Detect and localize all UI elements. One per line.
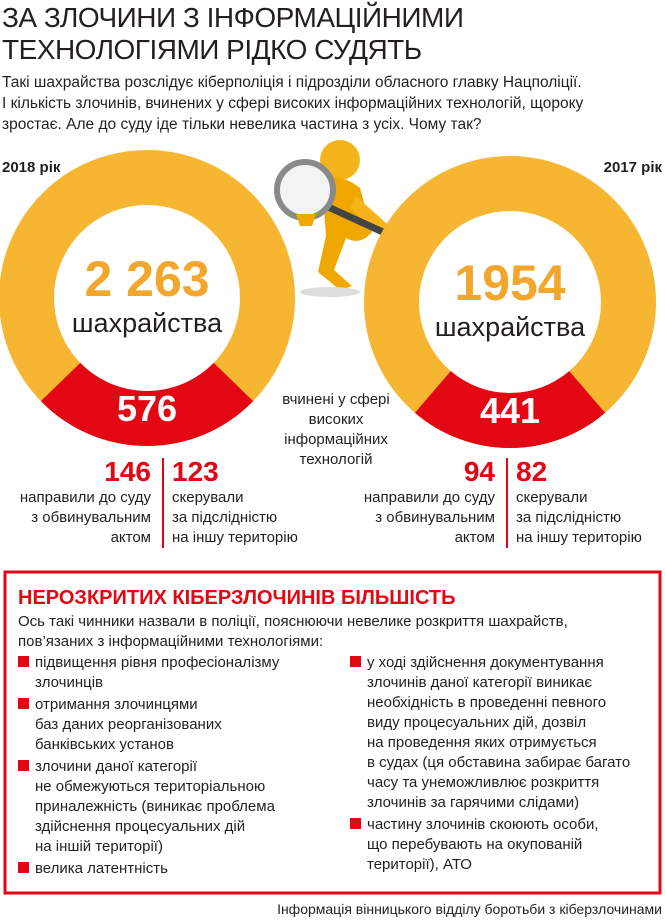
bullet bbox=[350, 818, 361, 829]
high-tech-segment bbox=[40, 362, 254, 447]
bullet bbox=[18, 656, 29, 667]
total-count: 2 263 bbox=[84, 251, 210, 307]
box-frame bbox=[3, 570, 662, 895]
box-title: НЕРОЗКРИТИХ КІБЕРЗЛОЧИНІВ БІЛЬШІСТЬ bbox=[18, 587, 456, 609]
bullet-text: злочинів даної категорії виникає bbox=[367, 674, 592, 691]
transfer-caption: на іншу територію bbox=[172, 529, 298, 546]
bullet-text: не обмежуються територіальною bbox=[35, 778, 266, 795]
bullet bbox=[18, 760, 29, 771]
high-tech-count: 441 bbox=[479, 390, 541, 431]
total-caption: шахрайства bbox=[71, 308, 223, 338]
court-count: 146 bbox=[104, 456, 151, 487]
bullet-text: на проведення яких отримується bbox=[367, 734, 597, 751]
court-caption: з обвинувальним bbox=[375, 509, 495, 526]
title: ТЕХНОЛОГІЯМИ РІДКО СУДЯТЬ bbox=[2, 34, 422, 65]
bullet-text: в судах (ця обставина забирає багато bbox=[367, 754, 631, 771]
total-count: 1954 bbox=[454, 255, 566, 311]
court-caption: направили до суду bbox=[19, 489, 151, 506]
court-caption: направили до суду bbox=[363, 489, 495, 506]
bullet-text: частину злочинів скоюють особи, bbox=[367, 816, 599, 833]
bullet-text: підвищення рівня професіоналізму bbox=[35, 654, 280, 671]
bullet-text: часу та унеможливлює розкриття bbox=[367, 774, 600, 791]
year-label: 2018 рік bbox=[2, 159, 61, 176]
transfer-count: 123 bbox=[172, 456, 219, 487]
box-intro: Ось такі чинники назвали в поліції, пояс… bbox=[18, 613, 568, 630]
bullet bbox=[18, 698, 29, 709]
court-caption: з обвинувальним bbox=[31, 509, 151, 526]
center-note: інформаційних bbox=[284, 431, 388, 448]
bullet-text: території), АТО bbox=[367, 856, 472, 873]
transfer-caption: на іншу територію bbox=[516, 529, 642, 546]
bullet-text: банківських установ bbox=[35, 736, 174, 753]
bullet-text: велика латентність bbox=[35, 860, 168, 877]
bullet-text: приналежність (виникає проблема bbox=[35, 798, 275, 815]
transfer-caption: скерували bbox=[172, 489, 244, 506]
court-count: 94 bbox=[463, 456, 495, 487]
transfer-caption: за підслідністю bbox=[516, 509, 622, 526]
bullet-text: злочинів за гарячими слідами) bbox=[367, 794, 580, 811]
bullet bbox=[18, 862, 29, 873]
bullet bbox=[350, 656, 361, 667]
center-note: високих bbox=[308, 411, 364, 428]
bullet-text: отримання злочинцями bbox=[35, 696, 198, 713]
title: ЗА ЗЛОЧИНИ З ІНФОРМАЦІЙНИМИ bbox=[2, 2, 464, 33]
bullet-text: здійснення процесуальних дій bbox=[35, 818, 246, 835]
court-caption: актом bbox=[110, 529, 151, 546]
bullet-text: що перебувають на окупованій bbox=[367, 836, 583, 853]
center-note: технологій bbox=[299, 451, 373, 468]
bullet-text: необхідність в проведенні певного bbox=[367, 694, 607, 711]
transfer-count: 82 bbox=[516, 456, 548, 487]
center-note: вчинені у сфері bbox=[282, 391, 390, 408]
footer: Інформація вінницького відділу боротьби … bbox=[277, 901, 662, 917]
lead-text: Такі шахрайства розслідує кіберполіція і… bbox=[2, 74, 582, 91]
transfer-caption: за підслідністю bbox=[172, 509, 278, 526]
high-tech-count: 576 bbox=[116, 388, 178, 429]
bullet-text: на іншій території) bbox=[35, 838, 163, 855]
total-caption: шахрайства bbox=[434, 312, 586, 342]
lead-text: І кількість злочинів, вчинених у сфері в… bbox=[2, 95, 584, 112]
year-label: 2017 рік bbox=[603, 159, 662, 176]
magnifier-figure bbox=[274, 140, 398, 297]
bullet-text: у ході здійснення документування bbox=[367, 654, 604, 671]
box-intro: пов’язаних з інформаційними технологіями… bbox=[18, 633, 324, 650]
bullet-text: злочинців bbox=[35, 674, 104, 691]
court-caption: актом bbox=[454, 529, 495, 546]
high-tech-segment bbox=[414, 371, 606, 449]
transfer-caption: скерували bbox=[516, 489, 588, 506]
bullet-text: виду процесуальних дій, дозвіл bbox=[367, 714, 587, 731]
bullet-text: баз даних реорганізованих bbox=[35, 716, 222, 733]
bullet-text: злочини даної категорії bbox=[35, 758, 197, 775]
lead-text: зростає. Але до суду іде тільки невелика… bbox=[2, 116, 482, 133]
